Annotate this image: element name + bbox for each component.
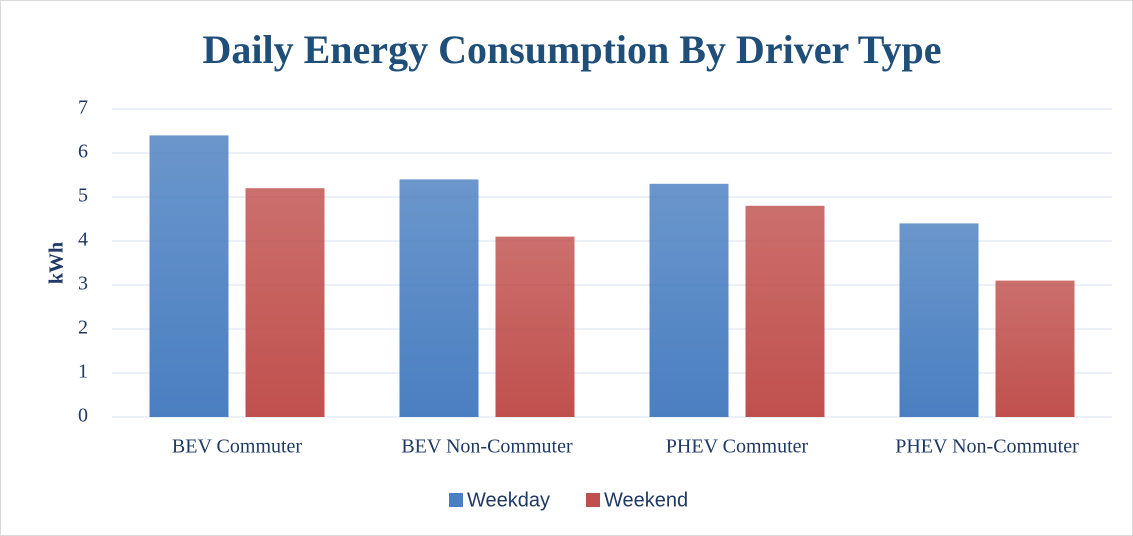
y-tick-label: 6: [78, 141, 88, 163]
bar: [745, 205, 825, 417]
bar: [649, 183, 729, 417]
y-tick-label: 2: [78, 317, 88, 339]
x-tick-label: PHEV Commuter: [666, 436, 809, 458]
y-tick-label: 1: [78, 361, 88, 383]
bar: [149, 135, 229, 417]
bar: [495, 236, 575, 417]
y-axis-label: kWh: [46, 242, 68, 284]
bar: [399, 179, 479, 417]
legend-label: Weekend: [604, 489, 688, 511]
bar: [899, 223, 979, 417]
legend-swatch: [449, 493, 463, 507]
y-tick-label: 4: [78, 229, 88, 251]
legend-label: Weekday: [467, 489, 550, 511]
bar: [995, 280, 1075, 417]
legend-swatch: [586, 493, 600, 507]
y-tick-label: 3: [78, 273, 88, 295]
bar: [245, 188, 325, 417]
y-tick-label: 5: [78, 185, 88, 207]
x-tick-label: BEV Commuter: [172, 436, 303, 458]
chart-title: Daily Energy Consumption By Driver Type: [203, 27, 942, 72]
y-tick-label: 7: [78, 97, 88, 119]
x-tick-label: BEV Non-Commuter: [401, 436, 573, 458]
x-tick-label: PHEV Non-Commuter: [895, 436, 1079, 458]
y-tick-label: 0: [78, 405, 88, 427]
